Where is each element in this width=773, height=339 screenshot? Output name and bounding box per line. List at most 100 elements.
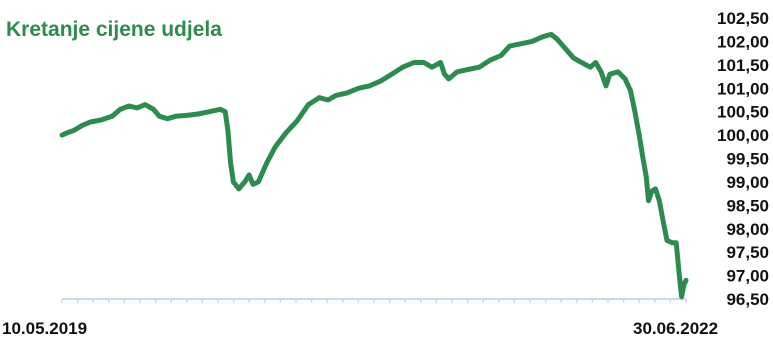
y-tick-label: 99,50 [726, 150, 769, 169]
y-tick-label: 99,00 [726, 173, 769, 192]
data-point [633, 110, 637, 114]
data-point [665, 239, 669, 242]
data-point [345, 91, 349, 95]
y-tick-label: 97,00 [726, 267, 769, 286]
y-tick-label: 96,50 [726, 290, 769, 309]
data-point [599, 70, 603, 74]
y-tick-label: 98,00 [726, 220, 769, 239]
data-point [229, 161, 233, 165]
data-point [654, 187, 657, 191]
y-tick-label: 100,00 [717, 126, 769, 145]
data-point [80, 124, 84, 128]
data-point [682, 283, 686, 287]
data-point [447, 77, 451, 81]
x-tick-label-end: 30.06.2022 [633, 319, 718, 338]
data-point [295, 119, 299, 123]
data-point [265, 161, 269, 165]
data-point [226, 128, 230, 132]
data-point [326, 98, 330, 102]
data-point [530, 39, 534, 43]
data-point [143, 103, 147, 107]
data-point [65, 131, 69, 135]
data-point [378, 79, 382, 83]
data-point [674, 241, 678, 245]
data-point [367, 84, 371, 88]
data-point [629, 89, 632, 93]
data-point [251, 182, 255, 186]
data-point [594, 61, 598, 64]
data-point [644, 175, 648, 179]
data-point [412, 61, 416, 64]
data-point [571, 56, 575, 60]
data-point [218, 107, 222, 111]
data-point [256, 180, 260, 184]
data-point [196, 112, 200, 116]
data-point [306, 103, 310, 107]
data-point [135, 106, 139, 110]
data-point [466, 68, 470, 71]
data-points [60, 32, 688, 299]
data-point [422, 61, 426, 64]
y-tick-label: 97,50 [726, 243, 769, 262]
data-point [680, 295, 684, 299]
y-tick-label: 101,00 [717, 79, 769, 98]
data-point [334, 93, 338, 97]
data-point [443, 72, 446, 76]
data-point [237, 187, 241, 191]
data-point [174, 114, 178, 118]
y-tick-label: 101,50 [717, 56, 769, 75]
data-point [157, 114, 161, 118]
data-point [223, 110, 227, 114]
y-axis-ticks: 102,50 102,00 101,50 101,00 100,50 100,00 99,5… [717, 9, 769, 309]
data-point [317, 96, 321, 100]
data-point [616, 70, 620, 74]
data-point [284, 131, 288, 135]
data-point [519, 42, 523, 46]
x-axis-ticks [61, 299, 687, 303]
data-point [684, 278, 688, 282]
data-point [88, 120, 92, 124]
y-tick-label: 100,50 [717, 103, 769, 122]
data-point [166, 117, 169, 121]
data-point [247, 173, 251, 177]
data-point [118, 107, 122, 111]
data-point [563, 46, 567, 50]
data-point [273, 145, 277, 149]
data-point [623, 77, 627, 81]
data-point [555, 37, 559, 41]
data-point [650, 189, 654, 193]
data-point [508, 44, 512, 48]
data-point [541, 35, 545, 39]
series-line [59, 31, 689, 300]
data-point [637, 133, 641, 137]
data-point [401, 65, 405, 69]
data-point [647, 199, 650, 203]
data-point [488, 58, 492, 62]
data-point [60, 133, 64, 137]
data-point [670, 241, 674, 245]
x-tick-label-start: 10.05.2019 [2, 319, 87, 338]
data-point [662, 222, 666, 226]
data-point [499, 54, 503, 57]
data-point [151, 107, 155, 111]
data-point [608, 72, 612, 76]
data-point [439, 61, 443, 64]
data-point [127, 104, 131, 108]
y-tick-label: 102,50 [717, 9, 769, 28]
data-point [231, 180, 235, 184]
data-point [588, 65, 592, 69]
data-point [677, 269, 681, 273]
data-point [477, 65, 481, 69]
data-point [430, 65, 434, 69]
data-point [390, 72, 394, 76]
y-tick-label: 102,00 [717, 32, 769, 51]
data-point [357, 86, 360, 90]
y-tick-label: 98,50 [726, 196, 769, 215]
data-point [243, 180, 247, 184]
data-point [580, 61, 583, 64]
data-point [549, 32, 553, 36]
data-point [207, 110, 211, 114]
data-point [72, 128, 76, 132]
data-point [604, 84, 608, 88]
